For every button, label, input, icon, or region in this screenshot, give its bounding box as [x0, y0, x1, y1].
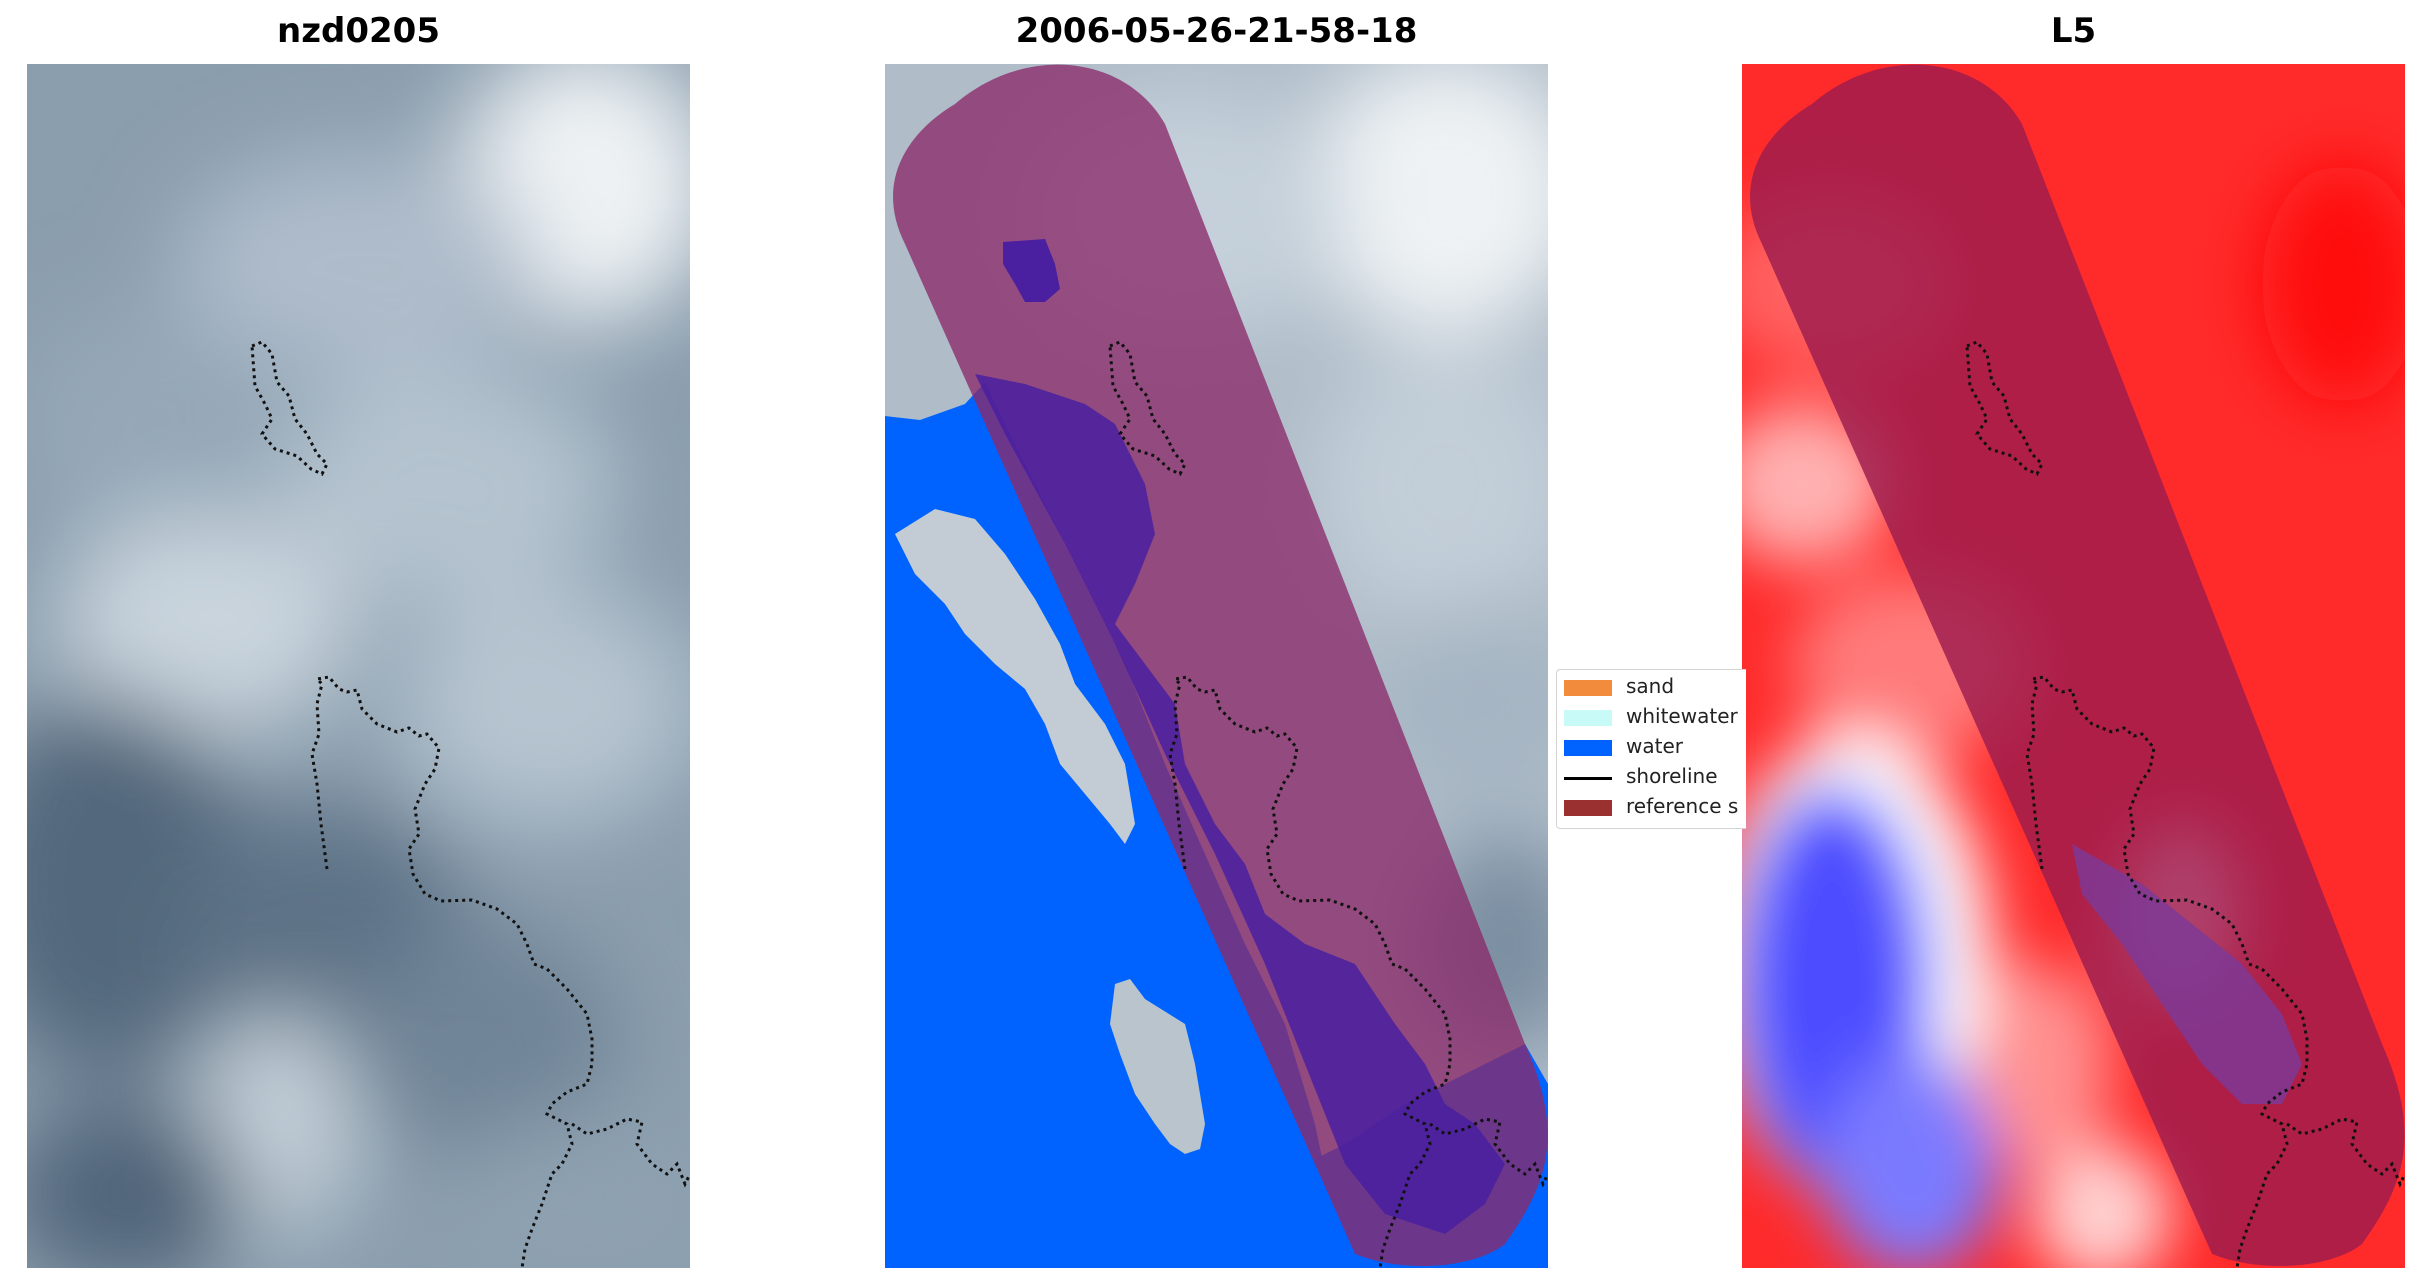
- buffer-water-tone: [2072, 844, 2302, 1104]
- panel-title-classification: 2006-05-26-21-58-18: [1015, 11, 1418, 51]
- shoreline-east: [571, 1117, 690, 1188]
- panel-title-index: L5: [2050, 11, 2097, 51]
- shoreline-mainland: [1168, 675, 1452, 1268]
- index-map-panel: [1742, 64, 2405, 1268]
- shoreline-mainland: [2025, 675, 2309, 1268]
- panel-title-rgb: nzd0205: [277, 11, 440, 51]
- legend-swatch-water: [1564, 740, 1612, 756]
- cloud-texture: [27, 64, 690, 1268]
- legend-label-sand: sand: [1626, 674, 1675, 698]
- legend-label-shoreline: shoreline: [1626, 764, 1718, 788]
- shoreline-island-north: [1965, 340, 2044, 476]
- cloud-over-water-north: [895, 509, 1135, 844]
- legend-item-water: water: [1557, 732, 1746, 762]
- classification-panel: [885, 64, 1548, 1268]
- shoreline-east: [1429, 1117, 1548, 1188]
- water-patch-north: [1003, 239, 1060, 302]
- legend-swatch-reference: [1564, 800, 1612, 816]
- shoreline-island-north: [250, 340, 329, 476]
- reference-shoreline-buffer: [893, 64, 1548, 1267]
- shoreline-island-north: [1108, 340, 1187, 476]
- legend-item-shoreline: shoreline: [1557, 762, 1746, 792]
- legend-label-reference: reference s: [1626, 794, 1739, 818]
- legend-line-shoreline: [1564, 777, 1612, 780]
- cloud-over-water-south: [1110, 979, 1205, 1154]
- legend-label-whitewater: whitewater: [1626, 704, 1738, 728]
- legend-item-reference: reference s: [1557, 792, 1746, 822]
- water-in-buffer: [975, 374, 1505, 1234]
- shoreline-east: [2286, 1117, 2405, 1188]
- legend: sand whitewater water shoreline referenc…: [1556, 669, 1746, 829]
- legend-label-water: water: [1626, 734, 1683, 758]
- legend-item-sand: sand: [1557, 672, 1746, 702]
- shoreline-mainland: [310, 675, 594, 1268]
- legend-swatch-whitewater: [1564, 710, 1612, 726]
- legend-swatch-sand: [1564, 680, 1612, 696]
- legend-item-whitewater: whitewater: [1557, 702, 1746, 732]
- rgb-image-panel: [27, 64, 690, 1268]
